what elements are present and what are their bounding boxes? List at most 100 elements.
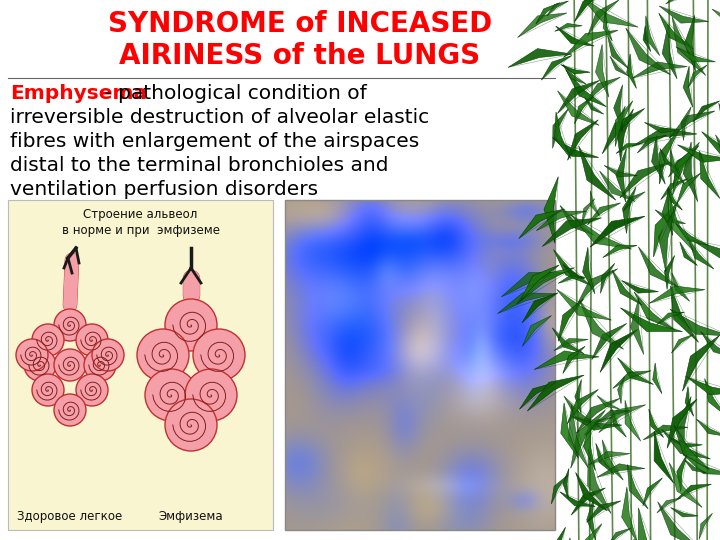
Polygon shape (582, 199, 595, 223)
Polygon shape (508, 49, 572, 68)
Polygon shape (522, 293, 558, 323)
Polygon shape (670, 286, 698, 342)
Polygon shape (668, 187, 683, 210)
Polygon shape (643, 478, 662, 506)
Polygon shape (654, 431, 674, 483)
Polygon shape (566, 70, 606, 107)
Polygon shape (592, 323, 626, 360)
Polygon shape (671, 150, 685, 185)
Polygon shape (665, 255, 675, 289)
Circle shape (76, 324, 108, 356)
Polygon shape (677, 173, 701, 204)
Polygon shape (597, 464, 645, 477)
Circle shape (16, 339, 48, 371)
Polygon shape (688, 237, 714, 269)
Circle shape (54, 394, 86, 426)
Polygon shape (571, 488, 606, 515)
Polygon shape (588, 449, 611, 514)
Polygon shape (634, 292, 675, 330)
Polygon shape (634, 539, 662, 540)
Polygon shape (575, 0, 603, 22)
Polygon shape (589, 451, 630, 465)
Polygon shape (684, 459, 706, 473)
Polygon shape (662, 429, 711, 459)
Polygon shape (649, 286, 705, 303)
Polygon shape (669, 463, 702, 508)
Polygon shape (702, 132, 720, 163)
Polygon shape (683, 66, 693, 107)
Circle shape (24, 349, 56, 381)
Polygon shape (627, 464, 648, 509)
Polygon shape (644, 425, 688, 440)
Polygon shape (554, 112, 571, 159)
Circle shape (54, 309, 86, 341)
Polygon shape (522, 315, 552, 346)
Polygon shape (626, 28, 670, 75)
Polygon shape (554, 249, 591, 286)
Polygon shape (563, 30, 618, 57)
Text: в норме и при  эмфиземе: в норме и при эмфиземе (61, 224, 220, 237)
Polygon shape (518, 13, 567, 37)
Polygon shape (657, 312, 685, 325)
Circle shape (92, 339, 124, 371)
Polygon shape (585, 77, 620, 103)
Polygon shape (587, 498, 596, 540)
Polygon shape (685, 387, 693, 416)
Polygon shape (527, 375, 584, 411)
Polygon shape (584, 417, 613, 435)
Polygon shape (517, 268, 575, 303)
Polygon shape (618, 106, 625, 132)
Polygon shape (590, 217, 645, 247)
Text: fibres with enlargement of the airspaces: fibres with enlargement of the airspaces (10, 132, 419, 151)
Polygon shape (567, 389, 598, 424)
Polygon shape (573, 524, 602, 540)
Polygon shape (561, 65, 590, 74)
Polygon shape (637, 135, 667, 153)
Polygon shape (558, 275, 585, 284)
Circle shape (32, 324, 64, 356)
Polygon shape (560, 492, 595, 507)
Circle shape (54, 349, 86, 381)
Polygon shape (590, 191, 599, 216)
Polygon shape (596, 410, 629, 423)
Polygon shape (659, 206, 676, 272)
Circle shape (137, 329, 189, 381)
Polygon shape (685, 376, 720, 395)
Polygon shape (622, 187, 636, 233)
Polygon shape (608, 36, 629, 69)
Polygon shape (621, 487, 638, 540)
Polygon shape (644, 123, 680, 133)
Polygon shape (554, 339, 588, 350)
Polygon shape (652, 363, 662, 394)
Circle shape (165, 399, 217, 451)
Polygon shape (588, 0, 618, 36)
Text: Emphysema: Emphysema (10, 84, 147, 103)
Polygon shape (610, 56, 629, 76)
Polygon shape (643, 26, 651, 51)
Polygon shape (587, 501, 621, 522)
Polygon shape (595, 443, 614, 474)
Polygon shape (667, 189, 693, 251)
Polygon shape (671, 508, 698, 517)
Polygon shape (580, 300, 624, 349)
Polygon shape (520, 382, 556, 409)
Polygon shape (719, 103, 720, 157)
Polygon shape (705, 379, 720, 416)
Polygon shape (612, 270, 642, 305)
Text: irreversible destruction of alveolar elastic: irreversible destruction of alveolar ela… (10, 108, 429, 127)
Polygon shape (563, 346, 585, 374)
Polygon shape (680, 242, 697, 266)
Polygon shape (603, 440, 624, 480)
Polygon shape (659, 131, 678, 184)
Polygon shape (618, 358, 653, 384)
Polygon shape (607, 528, 631, 540)
Polygon shape (683, 335, 719, 391)
Polygon shape (560, 206, 593, 235)
Polygon shape (700, 151, 720, 198)
Polygon shape (501, 273, 565, 297)
Polygon shape (615, 101, 633, 146)
Polygon shape (600, 264, 615, 293)
Circle shape (165, 299, 217, 351)
Polygon shape (557, 289, 611, 320)
Polygon shape (616, 144, 641, 153)
